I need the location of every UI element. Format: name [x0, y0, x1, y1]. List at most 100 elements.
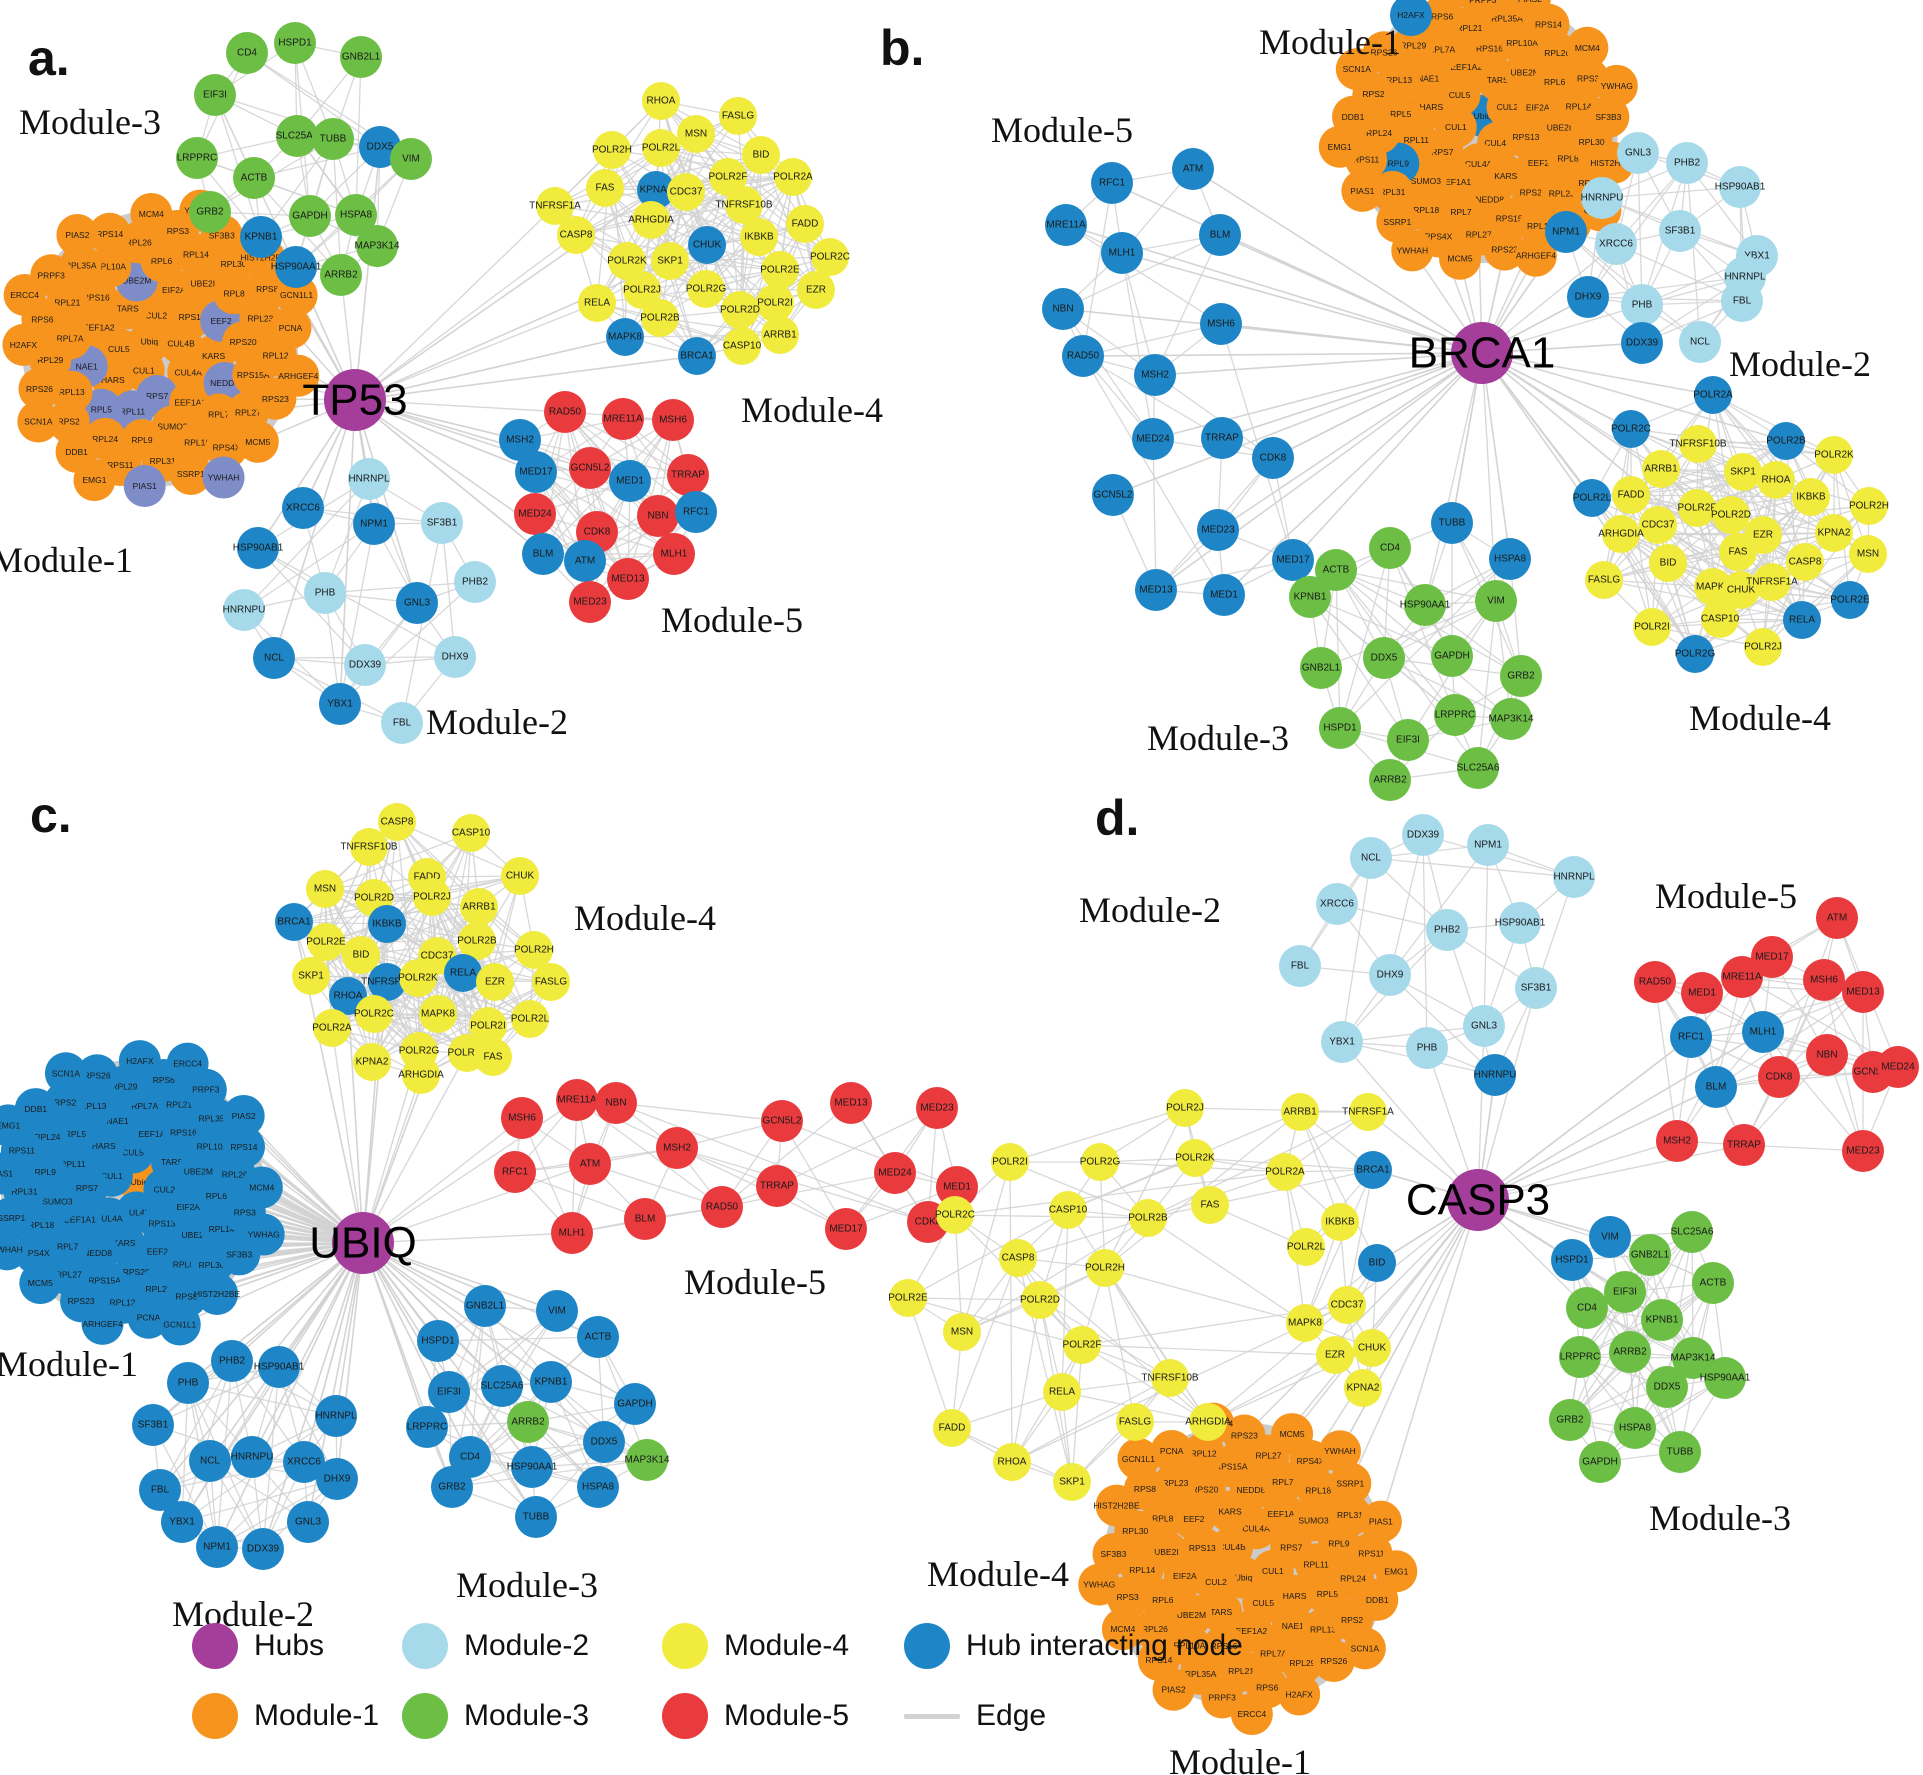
node-HSPA8[interactable] — [577, 1466, 619, 1508]
node-POLR2C[interactable] — [355, 995, 393, 1033]
node-DDX5[interactable] — [1363, 637, 1405, 679]
node-POLR2J[interactable] — [413, 878, 451, 916]
node-RELA[interactable] — [1043, 1373, 1081, 1411]
node-SSRP1[interactable] — [1329, 1462, 1372, 1505]
hub-node-UBIQ[interactable] — [332, 1212, 394, 1274]
node-TNFRSF10B[interactable] — [725, 186, 763, 224]
node-RPS26[interactable] — [18, 367, 61, 410]
node-ARHGEF4[interactable] — [81, 1302, 124, 1345]
node-PHB[interactable] — [167, 1362, 209, 1404]
node-POLR2B[interactable] — [458, 922, 496, 960]
node-EZR[interactable] — [476, 963, 514, 1001]
node-MLH1[interactable] — [551, 1212, 593, 1254]
node-MLH1[interactable] — [1101, 232, 1143, 274]
node-RPL26[interactable] — [1133, 1607, 1176, 1650]
node-SSRP1[interactable] — [169, 452, 212, 495]
node-XRCC6[interactable] — [1595, 223, 1637, 265]
node-FBL[interactable] — [381, 702, 423, 744]
node-GAPDH[interactable] — [1431, 635, 1473, 677]
node-RAD50[interactable] — [1062, 335, 1104, 377]
node-GCN5L2[interactable] — [1092, 474, 1134, 516]
node-TUBB[interactable] — [515, 1496, 557, 1538]
node-MLH1[interactable] — [653, 533, 695, 575]
node-FASLG[interactable] — [532, 963, 570, 1001]
node-HARS[interactable] — [1273, 1574, 1316, 1617]
node-MED24[interactable] — [1877, 1046, 1919, 1088]
node-XRCC6[interactable] — [1316, 883, 1358, 925]
node-BID[interactable] — [742, 136, 780, 174]
node-POLR2K[interactable] — [399, 959, 437, 997]
node-ARHGEF4[interactable] — [277, 354, 320, 397]
node-IKBKB[interactable] — [1321, 1203, 1359, 1241]
node-POLR2H[interactable] — [1086, 1249, 1124, 1287]
node-MSH6[interactable] — [652, 399, 694, 441]
node-CD4[interactable] — [226, 32, 268, 74]
node-DHX9[interactable] — [1567, 276, 1609, 318]
node-EIF3I[interactable] — [1604, 1271, 1646, 1313]
node-POLR2E[interactable] — [889, 1279, 927, 1317]
node-BLM[interactable] — [1695, 1066, 1737, 1108]
node-TRRAP[interactable] — [667, 454, 709, 496]
node-MED13[interactable] — [1842, 971, 1884, 1013]
node-IKBKB[interactable] — [368, 905, 406, 943]
node-ATM[interactable] — [569, 1143, 611, 1185]
node-PIAS2[interactable] — [1508, 0, 1551, 21]
node-TRRAP[interactable] — [1201, 417, 1243, 459]
node-RPL8[interactable] — [213, 272, 256, 315]
node-HSP90AA1[interactable] — [511, 1446, 553, 1488]
node-POLR2I[interactable] — [469, 1007, 507, 1045]
node-MED23[interactable] — [1842, 1130, 1884, 1172]
node-ACTB[interactable] — [1692, 1262, 1734, 1304]
node-POLR2E[interactable] — [1831, 581, 1869, 619]
node-PHB[interactable] — [304, 572, 346, 614]
node-MCM5[interactable] — [1271, 1413, 1314, 1456]
node-POLR2C[interactable] — [936, 1196, 974, 1234]
node-POLR2G[interactable] — [1676, 635, 1714, 673]
node-IKBKB[interactable] — [740, 218, 778, 256]
node-POLR2J[interactable] — [1744, 628, 1782, 666]
node-NBN[interactable] — [637, 495, 679, 537]
node-ACTB[interactable] — [233, 157, 275, 199]
node-ATM[interactable] — [1816, 897, 1858, 939]
node-NBN[interactable] — [595, 1082, 637, 1124]
node-CDK8[interactable] — [1252, 437, 1294, 479]
node-ARHGDIA[interactable] — [1602, 515, 1640, 553]
node-NPM1[interactable] — [1545, 211, 1587, 253]
node-HSPD1[interactable] — [1319, 707, 1361, 749]
node-IKBKB[interactable] — [1792, 478, 1830, 516]
node-HIST2H2BE[interactable] — [1095, 1484, 1138, 1527]
node-EIF3I[interactable] — [428, 1371, 470, 1413]
node-FAS[interactable] — [474, 1038, 512, 1076]
node-ATM[interactable] — [1172, 148, 1214, 190]
node-CHUK[interactable] — [688, 226, 726, 264]
node-SF3B1[interactable] — [1659, 210, 1701, 252]
node-RHOA[interactable] — [1757, 461, 1795, 499]
node-GNB2L1[interactable] — [340, 36, 382, 78]
node-NPM1[interactable] — [1467, 824, 1509, 866]
node-DDX39[interactable] — [1621, 322, 1663, 364]
node-TUBB[interactable] — [312, 118, 354, 160]
node-POLR2K[interactable] — [1815, 436, 1853, 474]
node-HSP90AA1[interactable] — [1704, 1357, 1746, 1399]
node-HSP90AB1[interactable] — [258, 1346, 300, 1388]
node-MED13[interactable] — [830, 1082, 872, 1124]
node-MSH2[interactable] — [1134, 354, 1176, 396]
node-MAP3K14[interactable] — [626, 1439, 668, 1481]
node-GNL3[interactable] — [1617, 132, 1659, 174]
node-MED23[interactable] — [1197, 509, 1239, 551]
node-DHX9[interactable] — [316, 1458, 358, 1500]
node-CASP10[interactable] — [1701, 600, 1739, 638]
node-RELA[interactable] — [578, 284, 616, 322]
node-MCM4[interactable] — [130, 192, 173, 235]
node-GAPDH[interactable] — [614, 1383, 656, 1425]
node-MSN[interactable] — [943, 1313, 981, 1351]
node-RAD50[interactable] — [701, 1186, 743, 1228]
node-FASLG[interactable] — [1585, 561, 1623, 599]
node-YBX1[interactable] — [161, 1501, 203, 1543]
node-MED13[interactable] — [1135, 569, 1177, 611]
node-PIAS1[interactable] — [0, 1152, 23, 1195]
node-MRE11A[interactable] — [602, 398, 644, 440]
node-EIF3I[interactable] — [1387, 719, 1429, 761]
node-MED24[interactable] — [874, 1152, 916, 1194]
node-BID[interactable] — [1358, 1244, 1396, 1282]
